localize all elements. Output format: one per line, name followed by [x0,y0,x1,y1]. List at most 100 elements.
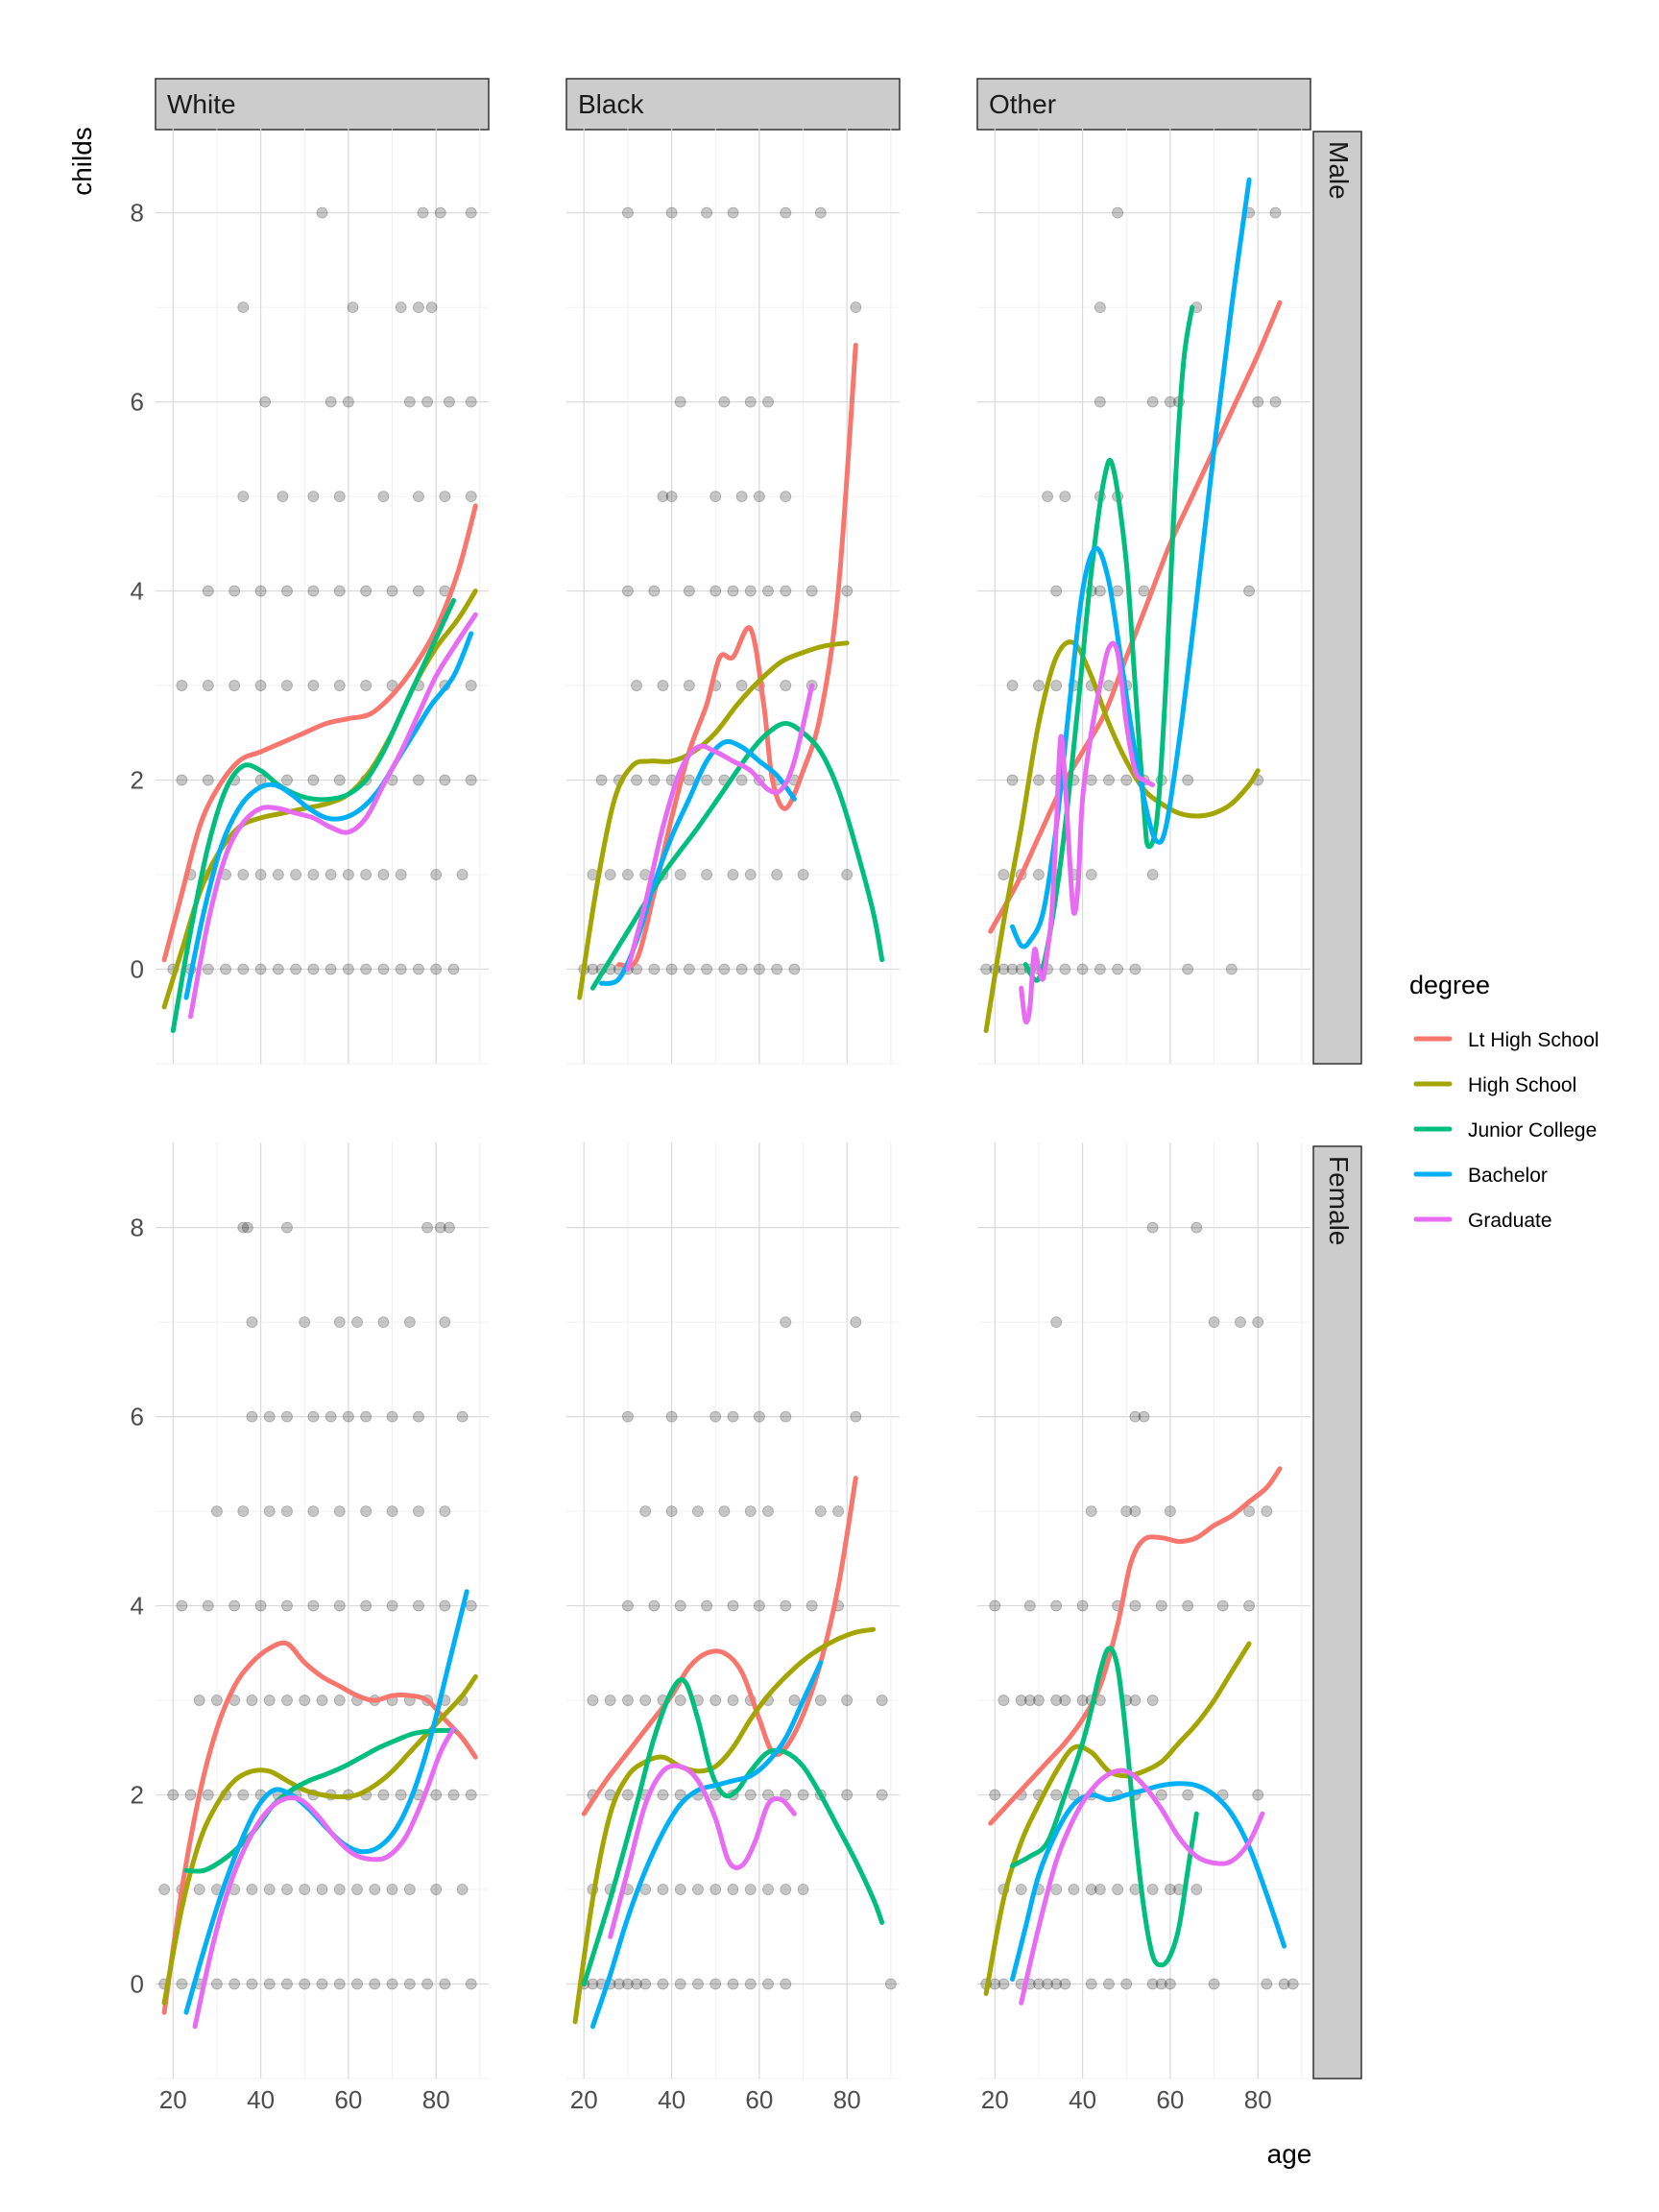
smooth-lines [161,503,478,1033]
data-point [1155,1599,1167,1612]
data-point [430,869,443,880]
y-tick-label: 8 [131,1214,144,1242]
data-point [762,585,774,597]
data-point [631,680,642,691]
data-point [1120,1978,1133,1990]
data-point [299,1316,311,1329]
data-point [351,1316,363,1329]
data-point [604,1695,616,1706]
data-point [665,1505,678,1517]
data-point [386,585,398,597]
data-point [832,1505,844,1517]
data-point [1155,1789,1167,1801]
data-point [307,869,320,880]
data-point [1068,1884,1080,1895]
data-point [744,869,757,880]
data-point [342,963,354,975]
data-point [290,963,302,975]
data-point [735,680,748,691]
data-point [780,206,792,219]
legend-item-high-school: High School [1413,1074,1576,1096]
data-point [254,680,267,691]
data-point [237,1221,250,1234]
column-strips: White Black Other [155,78,1311,131]
grid-lines [156,128,489,1065]
data-point [1042,1978,1053,1990]
legend-label: Bachelor [1468,1165,1548,1187]
row-strips: Male Female [1312,131,1362,2080]
data-point [674,1695,686,1706]
data-point [184,1789,197,1801]
data-point [325,963,337,975]
data-point [1094,585,1106,597]
data-point [316,206,328,219]
data-point [780,1599,792,1612]
data-point [1216,1599,1229,1612]
data-point [211,1505,223,1517]
data-point [989,1789,1001,1801]
data-point [237,301,250,314]
data-point [780,680,792,691]
data-point [631,774,642,786]
data-point [780,491,792,502]
data-point [674,1978,686,1990]
data-point [665,1410,678,1423]
data-point [281,774,293,786]
data-point [228,680,241,691]
data-point [307,774,320,786]
data-point [771,963,783,975]
data-point [709,1695,722,1706]
data-point [1050,1599,1063,1612]
data-point [622,585,634,597]
series-line-graduate [1019,640,1156,1025]
data-point [403,1978,416,1990]
data-point [762,1978,774,1990]
data-point [316,1978,328,1990]
data-point [1006,774,1019,786]
data-point [1033,869,1045,880]
series-line-high-school [983,639,1261,1033]
data-point [850,1316,862,1329]
data-point [237,869,250,880]
data-point [1225,963,1238,975]
strip-black [565,78,901,131]
data-point [674,869,686,880]
data-point [1076,1695,1089,1706]
data-point [360,869,373,880]
data-point [718,396,731,408]
y-tick-label: 4 [131,1592,144,1621]
data-point [333,1978,346,1990]
data-point [413,491,424,502]
data-point [403,396,416,408]
data-point [1182,1599,1194,1612]
data-point [395,869,407,880]
data-point [841,585,854,597]
data-point [727,1695,739,1706]
data-point [1112,963,1124,975]
data-point [259,396,272,408]
data-point [744,1978,757,1990]
data-point [850,301,862,314]
data-point [613,1978,625,1990]
legend-label: Lt High School [1468,1029,1599,1051]
data-point [377,1789,390,1801]
data-point [425,301,438,314]
data-point [403,1884,416,1895]
data-point [447,963,460,975]
data-point [351,1884,363,1895]
data-point [333,1505,346,1517]
data-point [1164,396,1176,408]
data-point [709,491,722,502]
data-point [1164,1505,1176,1517]
data-point [1050,585,1063,597]
y-tick-label: 6 [131,388,144,417]
data-point [762,1884,774,1895]
data-point [1023,1695,1036,1706]
data-point [753,491,765,502]
data-point [788,963,801,975]
panel-black-male [566,128,900,1065]
strip-label-other: Other [989,89,1056,119]
data-point [246,1884,258,1895]
data-point [1015,1695,1027,1706]
data-point [386,1599,398,1612]
